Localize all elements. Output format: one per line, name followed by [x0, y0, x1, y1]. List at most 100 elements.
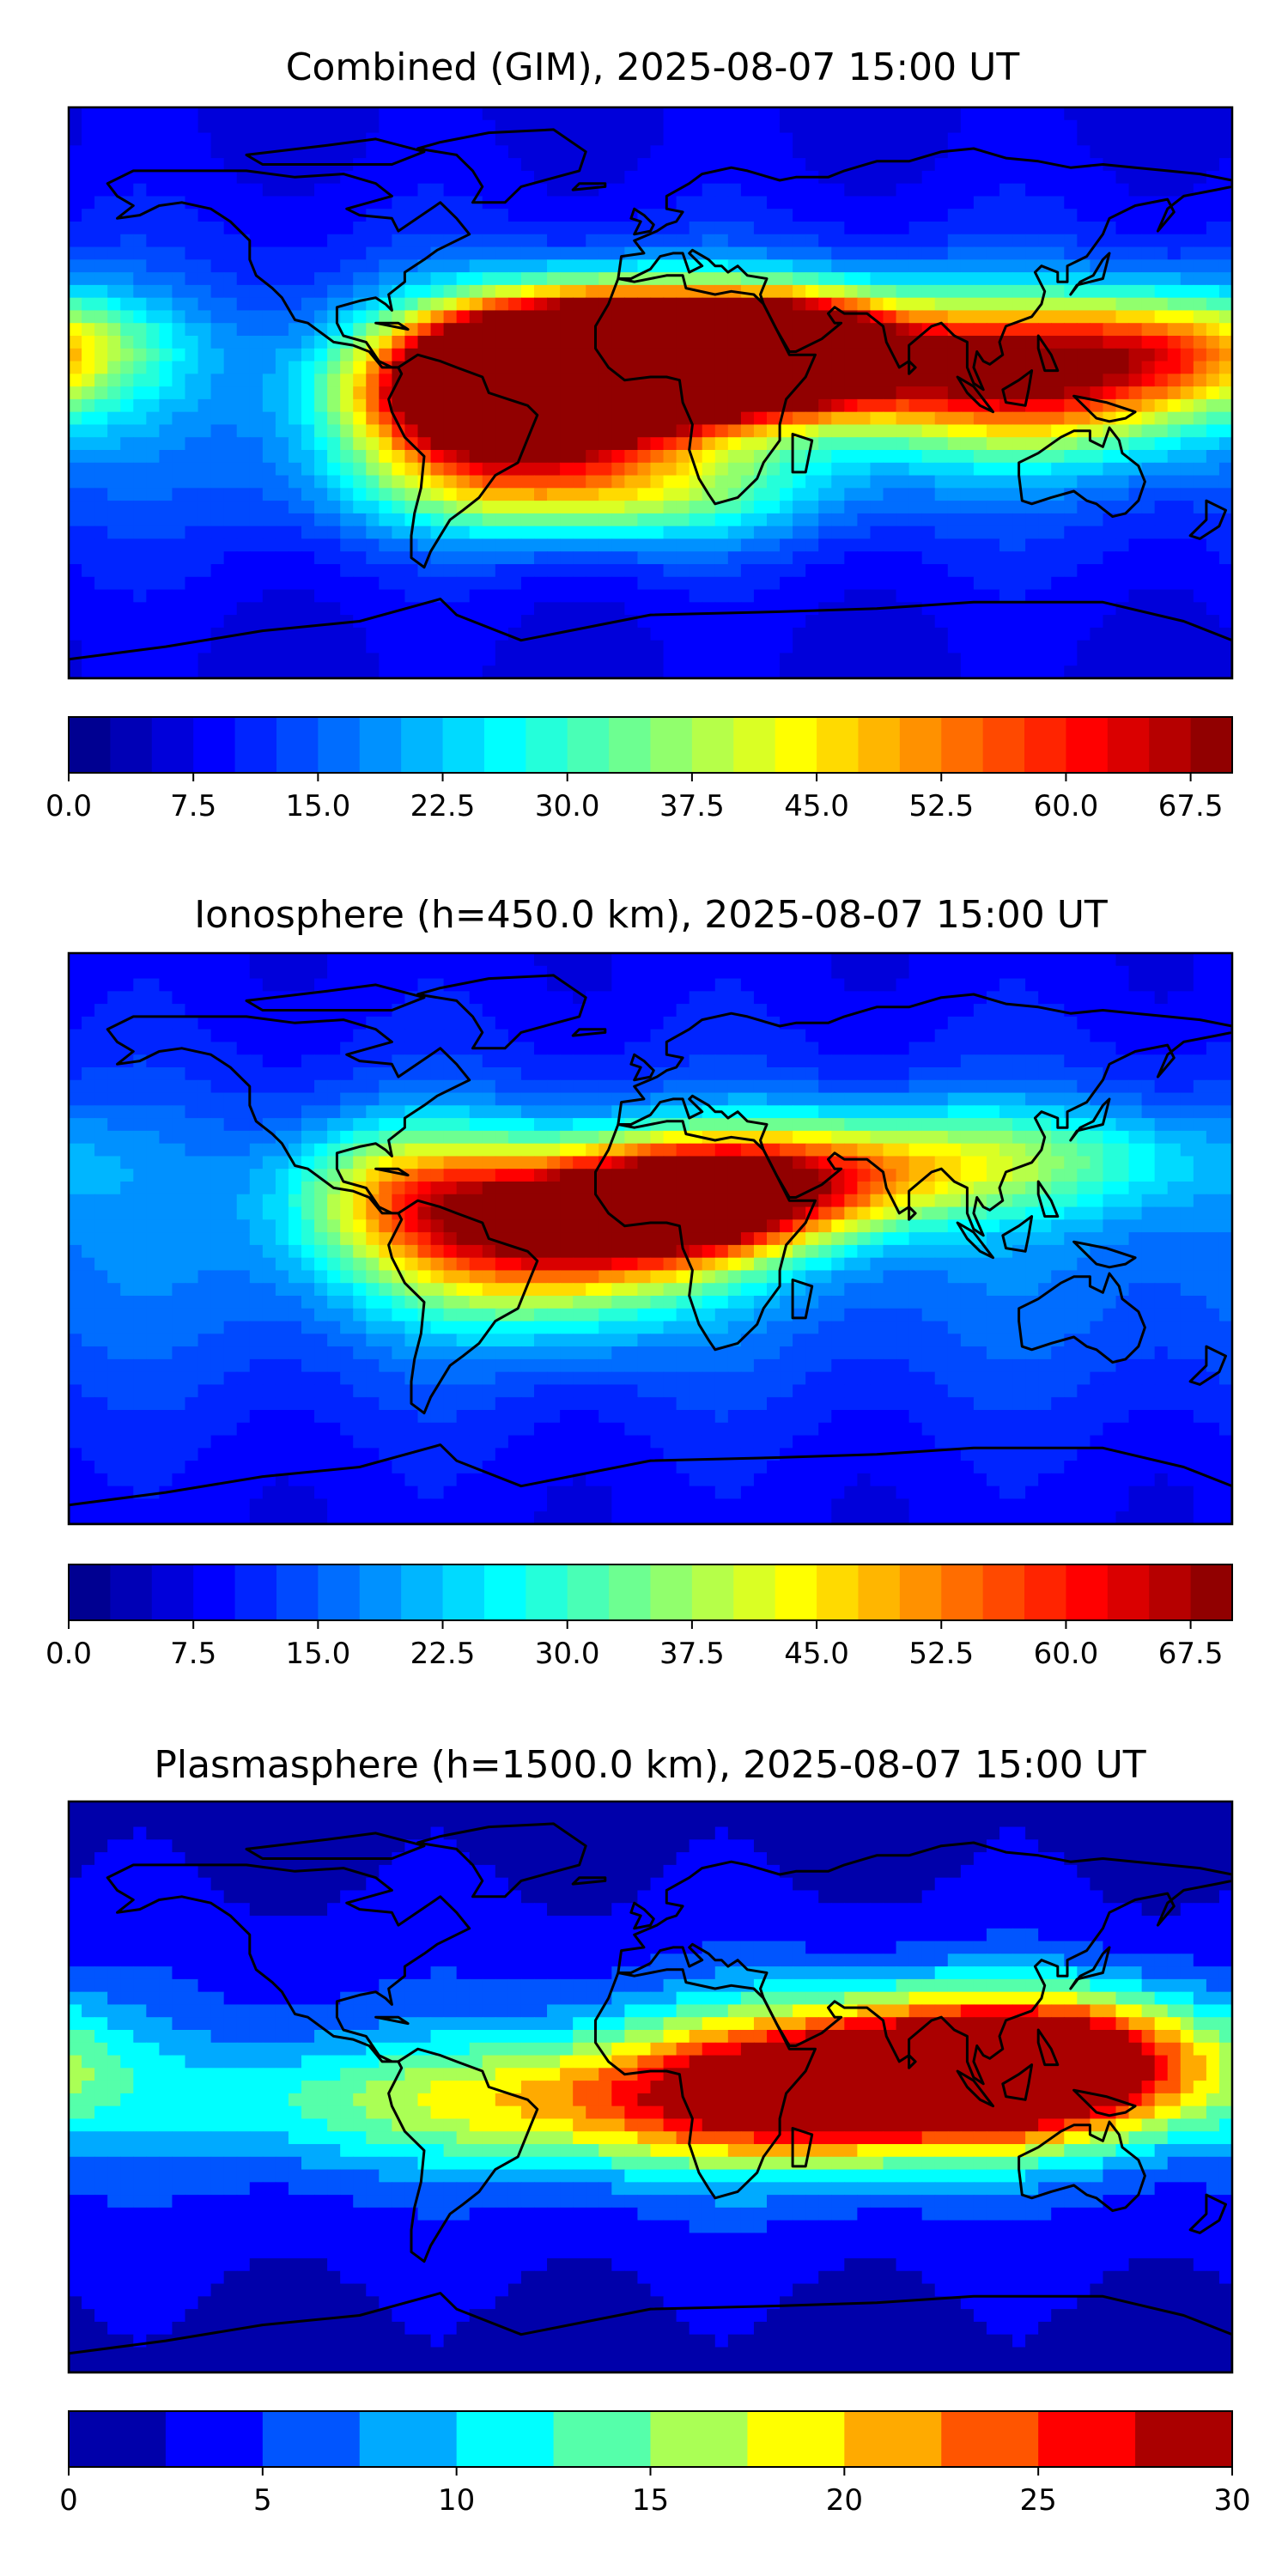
colorbar-segment	[401, 717, 444, 773]
colorbar-tick-label: 7.5	[170, 1637, 216, 1671]
panel-ionosphere: Ionosphere (h=450.0 km), 2025-08-07 15:0…	[46, 893, 1234, 1671]
colorbar-segment	[941, 2411, 1039, 2467]
colorbar-segment	[941, 1564, 984, 1620]
colorbar-tick-label: 25	[1020, 2483, 1057, 2518]
colorbar-segment	[1024, 1564, 1066, 1620]
colorbar-segment	[1135, 2411, 1233, 2467]
colorbar-tick-label: 20	[826, 2483, 863, 2518]
colorbar-segment	[650, 1564, 693, 1620]
colorbar-segment	[982, 1564, 1025, 1620]
map-frame	[67, 951, 1234, 1526]
colorbar-segment	[165, 2411, 264, 2467]
colorbar-segment	[1149, 1564, 1192, 1620]
colorbar-segment	[1038, 2411, 1136, 2467]
colorbar-tick-label: 15	[632, 2483, 669, 2518]
colorbar-segment	[262, 2411, 361, 2467]
colorbar-segment	[747, 2411, 845, 2467]
panel-combined: Combined (GIM), 2025-08-07 15:00 UT 0.0 7…	[46, 46, 1234, 823]
colorbar-tick-label: 22.5	[410, 1637, 476, 1671]
colorbar-tick-label: 0	[59, 2483, 78, 2518]
colorbar-segment	[318, 1564, 361, 1620]
colorbar-segment	[941, 717, 984, 773]
map-area	[67, 106, 1234, 680]
coastlines	[69, 128, 1232, 678]
colorbar-segment	[1190, 1564, 1233, 1620]
colorbar-segment	[1149, 717, 1192, 773]
colorbar-segment	[817, 1564, 859, 1620]
coastlines	[69, 1822, 1232, 2372]
colorbar-segment	[193, 1564, 236, 1620]
colorbar-tick-label: 5	[253, 2483, 272, 2518]
colorbar-segment	[483, 717, 526, 773]
colorbar-segment	[456, 2411, 555, 2467]
colorbar-segment	[276, 1564, 319, 1620]
tec-field	[69, 953, 1232, 1524]
colorbar-segment	[110, 1564, 153, 1620]
colorbar-segment	[151, 717, 194, 773]
colorbar-tick-label: 30	[1213, 2483, 1250, 2518]
colorbar-segment	[526, 717, 568, 773]
colorbar-segment	[691, 717, 734, 773]
colorbar-segment	[982, 717, 1025, 773]
colorbar: 0.0 7.5 15.0 22.5 30.0 37.5 45.0 52.5 60.0 67.5	[46, 1564, 1233, 1671]
colorbar-tick-label: 60.0	[1034, 1637, 1099, 1671]
colorbar-segment	[151, 1564, 194, 1620]
colorbar-tick-label: 52.5	[908, 1637, 974, 1671]
colorbar-tick-label: 22.5	[410, 789, 476, 823]
colorbar-segment	[817, 717, 859, 773]
map-area	[67, 951, 1234, 1526]
colorbar-segment	[691, 1564, 734, 1620]
colorbar-tick-label: 52.5	[908, 789, 974, 823]
colorbar-tick-label: 30.0	[535, 789, 600, 823]
colorbar-segment	[609, 717, 651, 773]
colorbar-segment	[526, 1564, 568, 1620]
colorbar-tick-label: 0.0	[46, 1637, 92, 1671]
colorbar-segment	[1066, 717, 1109, 773]
colorbar-tick-label: 15.0	[286, 1637, 351, 1671]
colorbar-tick-label: 67.5	[1158, 1637, 1224, 1671]
colorbar-segment	[775, 1564, 817, 1620]
colorbar-frame	[68, 716, 1233, 774]
map-area	[67, 1800, 1234, 2374]
colorbar-segment	[318, 717, 361, 773]
colorbar-segment	[567, 1564, 610, 1620]
colorbar-segment	[69, 717, 111, 773]
colorbar-segment	[442, 1564, 485, 1620]
colorbar-segment	[276, 717, 319, 773]
colorbar-segment	[650, 717, 693, 773]
colorbar-segment	[359, 717, 402, 773]
colorbar-frame	[68, 1564, 1233, 1621]
colorbar-segment	[899, 717, 942, 773]
colorbar-segment	[733, 717, 776, 773]
colorbar-segment	[1107, 717, 1150, 773]
map-frame	[67, 106, 1234, 680]
colorbar-segment	[844, 2411, 942, 2467]
panel-title: Combined (GIM), 2025-08-07 15:00 UT	[286, 46, 1020, 89]
colorbar-segment	[1024, 717, 1066, 773]
colorbar-segment	[442, 717, 485, 773]
colorbar-segment	[858, 717, 901, 773]
colorbar-segment	[234, 1564, 277, 1620]
colorbar-segment	[609, 1564, 651, 1620]
colorbar-tick-label: 45.0	[784, 789, 849, 823]
coastlines	[69, 974, 1232, 1524]
colorbar-segment	[483, 1564, 526, 1620]
colorbar-tick-label: 30.0	[535, 1637, 600, 1671]
colorbar-segment	[733, 1564, 776, 1620]
colorbar-segment	[359, 2411, 458, 2467]
colorbar-segment	[1066, 1564, 1109, 1620]
colorbar-segment	[858, 1564, 901, 1620]
colorbar-segment	[234, 717, 277, 773]
colorbar-segment	[553, 2411, 651, 2467]
colorbar-segment	[1107, 1564, 1150, 1620]
colorbar-tick-label: 67.5	[1158, 789, 1224, 823]
colorbar-tick-label: 7.5	[170, 789, 216, 823]
colorbar-segment	[69, 2411, 167, 2467]
colorbar-segment	[567, 717, 610, 773]
map-frame	[67, 1800, 1234, 2374]
tec-field	[69, 1801, 1232, 2372]
tec-field	[69, 107, 1232, 678]
colorbar-tick-label: 37.5	[659, 789, 725, 823]
colorbar-segment	[1190, 717, 1233, 773]
